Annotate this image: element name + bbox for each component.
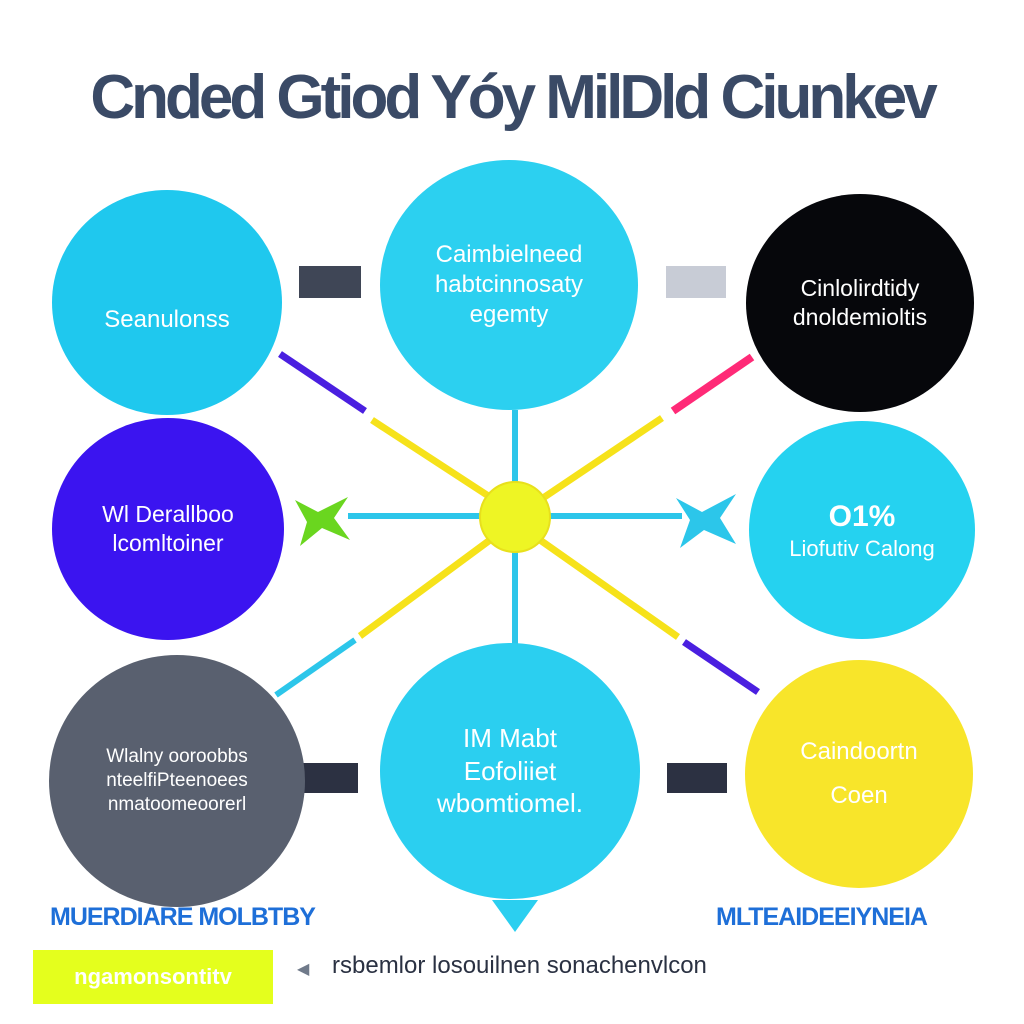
- node-6[interactable]: Wlalny ooroobbs nteelfiPteenoees nmatoom…: [49, 655, 305, 907]
- footer-text: rsbemlor losouilnen sonachenvlcon: [332, 952, 707, 979]
- node-1[interactable]: Seanulonss: [52, 190, 282, 482]
- dash-top-left: [299, 266, 361, 298]
- node-5-line-2: Liofutiv Calong: [789, 536, 935, 561]
- node-3-line-1: Cinlolirdtidy: [800, 275, 920, 302]
- bottom-label-left: MUERDIARE MOLBTBY: [50, 903, 316, 931]
- node-7[interactable]: IM Mabt Eofoliiet wbomtiomel.: [380, 643, 640, 899]
- connector-ll-inner: [357, 537, 493, 639]
- connector-ur-outer: [670, 353, 755, 415]
- node-8[interactable]: Caindoortn Coen: [745, 660, 973, 888]
- node-6-line-1: Wlalny ooroobbs: [106, 746, 248, 768]
- node-4-line-1: Wl Derallboo: [102, 501, 234, 528]
- node-7-line-3: wbomtiomel.: [437, 788, 583, 819]
- node-8-line-2: Coen: [830, 782, 888, 809]
- connector-ul-inner: [370, 417, 492, 500]
- node-2-line-1: Caimbielneed: [435, 241, 583, 268]
- arrow-left-icon[interactable]: ◀: [297, 961, 310, 978]
- bottom-label-right: MLTEAIDEEIYNEIA: [716, 903, 928, 931]
- connector-lr-outer: [682, 639, 760, 695]
- node-2-line-2: habtcinnosaty: [434, 271, 584, 298]
- connector-ur-inner: [538, 415, 664, 503]
- dash-top-right: [666, 266, 726, 298]
- node-7-line-2: Eofoliiet: [463, 755, 557, 786]
- node-6-line-2: nteelfiPteenoees: [106, 770, 248, 792]
- hub-circle: [479, 481, 551, 553]
- dash-bottom-right: [667, 763, 727, 793]
- node-4-line-2: lcomltoiner: [112, 530, 224, 556]
- node-4[interactable]: Wl Derallboo lcomltoiner: [52, 418, 284, 640]
- dash-bottom-left: [298, 763, 358, 793]
- node-3[interactable]: Cinlolirdtidy dnoldemioltis: [746, 194, 974, 412]
- node-5[interactable]: O1% Liofutiv Calong: [749, 421, 975, 639]
- node7-pointer: [492, 900, 538, 932]
- node-3-line-2: dnoldemioltis: [792, 304, 928, 330]
- footer-badge[interactable]: ngamonsontitv: [33, 950, 273, 1004]
- node-8-line-1: Caindoortn: [800, 738, 918, 765]
- node-2-line-3: egemty: [469, 301, 549, 328]
- connector-ul-outer: [278, 351, 367, 414]
- connector-ll-outer: [274, 637, 357, 698]
- node-1-line-1: Seanulonss: [104, 305, 230, 333]
- left-star-icon: [295, 497, 350, 546]
- node-7-line-1: IM Mabt: [463, 723, 557, 754]
- page-title: Cnded Gtiod Yóy MilDld Ciunkev: [90, 63, 937, 132]
- right-star-icon: [676, 494, 736, 548]
- connector-lr-inner: [537, 537, 681, 640]
- node-2[interactable]: Caimbielneed habtcinnosaty egemty: [380, 160, 638, 410]
- node-6-line-3: nmatoomeoorerl: [107, 793, 247, 815]
- node-5-line-1: O1%: [828, 499, 896, 533]
